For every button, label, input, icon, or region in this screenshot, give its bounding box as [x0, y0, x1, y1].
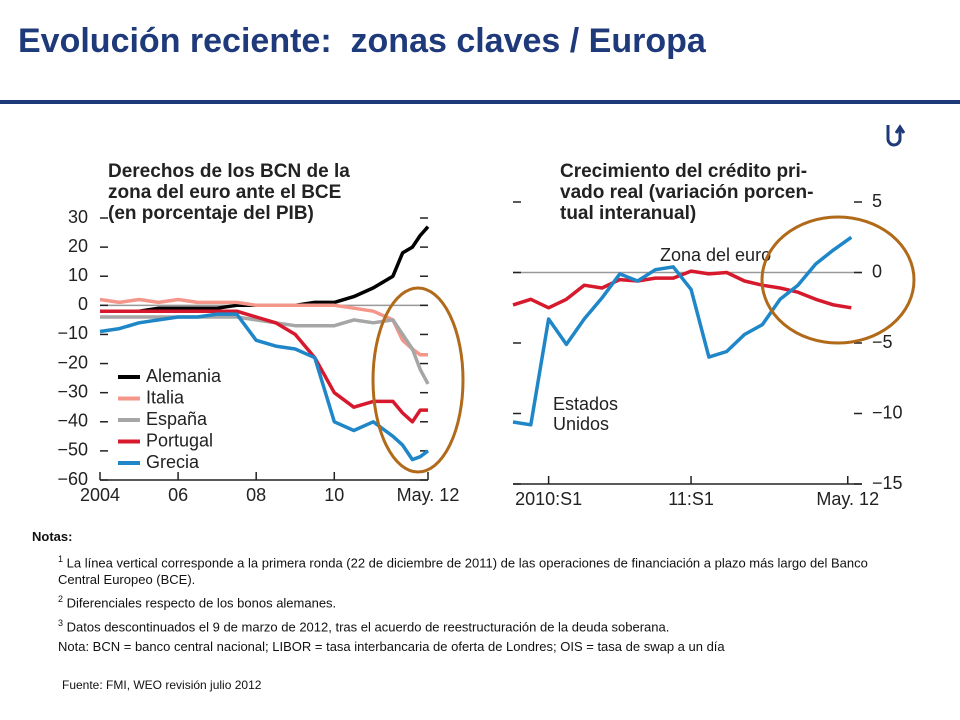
y-tick-label: −40	[57, 411, 88, 431]
note-number: 3	[58, 617, 64, 628]
y-tick-label: 5	[872, 191, 882, 211]
y-tick-label: 0	[78, 294, 88, 314]
y-tick-label: −15	[872, 473, 903, 493]
note: 3 Datos descontinuados el 9 de marzo de …	[58, 615, 912, 635]
series-line	[100, 225, 430, 313]
legend-label: Portugal	[146, 430, 213, 450]
note-text: La línea vertical corresponde a la prime…	[58, 555, 868, 588]
legend-label: España	[146, 409, 208, 429]
chart-title: Crecimiento del crédito pri-	[560, 161, 807, 182]
title-rule	[0, 100, 960, 104]
notes-heading: Notas:	[32, 529, 73, 544]
series-line	[512, 235, 853, 427]
series-label-line: Estados	[553, 394, 618, 414]
chart-title: tual interanual)	[560, 203, 696, 224]
notes: Notas: 1 La línea vertical corresponde a…	[32, 528, 912, 658]
y-tick-label: −5	[872, 332, 893, 352]
series-label: Estados Unidos	[553, 394, 618, 434]
slide-title: Evolución reciente: zonas claves / Europ…	[18, 22, 706, 60]
note: 2 Diferenciales respecto de los bonos al…	[58, 591, 912, 611]
y-tick-label: −10	[872, 402, 903, 422]
series-label-line: Unidos	[553, 414, 609, 434]
source: Fuente: FMI, WEO revisión julio 2012	[62, 678, 262, 692]
chart-title: zona del euro ante el BCE	[108, 182, 341, 203]
series-line	[100, 315, 430, 385]
y-tick-label: 10	[68, 265, 88, 285]
x-tick-label: 08	[246, 485, 266, 505]
highlight-circle	[760, 215, 916, 345]
legend-label: Italia	[146, 387, 185, 407]
series-line	[99, 297, 428, 357]
x-tick-label: 2004	[80, 485, 120, 505]
highlight-circle	[371, 286, 465, 474]
series-line	[100, 309, 428, 424]
x-tick-label: May. 12	[816, 489, 879, 509]
series-line	[99, 312, 430, 462]
y-tick-label: 30	[68, 207, 88, 227]
note-number: 1	[58, 554, 64, 564]
y-tick-label: −20	[57, 352, 88, 372]
note-text: Diferenciales respecto de los bonos alem…	[63, 595, 337, 611]
legend-label: Grecia	[146, 452, 200, 472]
chart-title: vado real (variación porcen-	[560, 182, 813, 203]
note-text: Datos descontinuados el 9 de marzo de 20…	[63, 618, 670, 634]
series-line	[512, 269, 852, 310]
note-number: 2	[58, 594, 64, 605]
x-tick-label: May. 12	[397, 485, 460, 505]
x-tick-label: 10	[324, 485, 344, 505]
y-tick-label: −50	[57, 440, 88, 460]
y-tick-label: −10	[57, 323, 88, 343]
x-tick-label: 06	[168, 485, 188, 505]
legend-label: Alemania	[146, 366, 222, 386]
nav-icon[interactable]	[886, 124, 906, 147]
x-tick-label: 2010:S1	[515, 489, 582, 509]
chart-title: (en porcentaje del PIB)	[108, 203, 314, 224]
y-tick-label: 20	[68, 236, 88, 256]
note: 1 La línea vertical corresponde a la pri…	[58, 551, 912, 588]
chart-title: Derechos de los BCN de la	[108, 161, 350, 182]
y-tick-label: 0	[872, 261, 882, 281]
y-tick-label: −60	[57, 469, 88, 489]
series-label: Zona del euro	[660, 245, 771, 265]
x-tick-label: 11:S1	[668, 489, 714, 509]
y-tick-label: −30	[57, 381, 88, 401]
note: Nota: BCN = banco central nacional; LIBO…	[58, 638, 725, 654]
